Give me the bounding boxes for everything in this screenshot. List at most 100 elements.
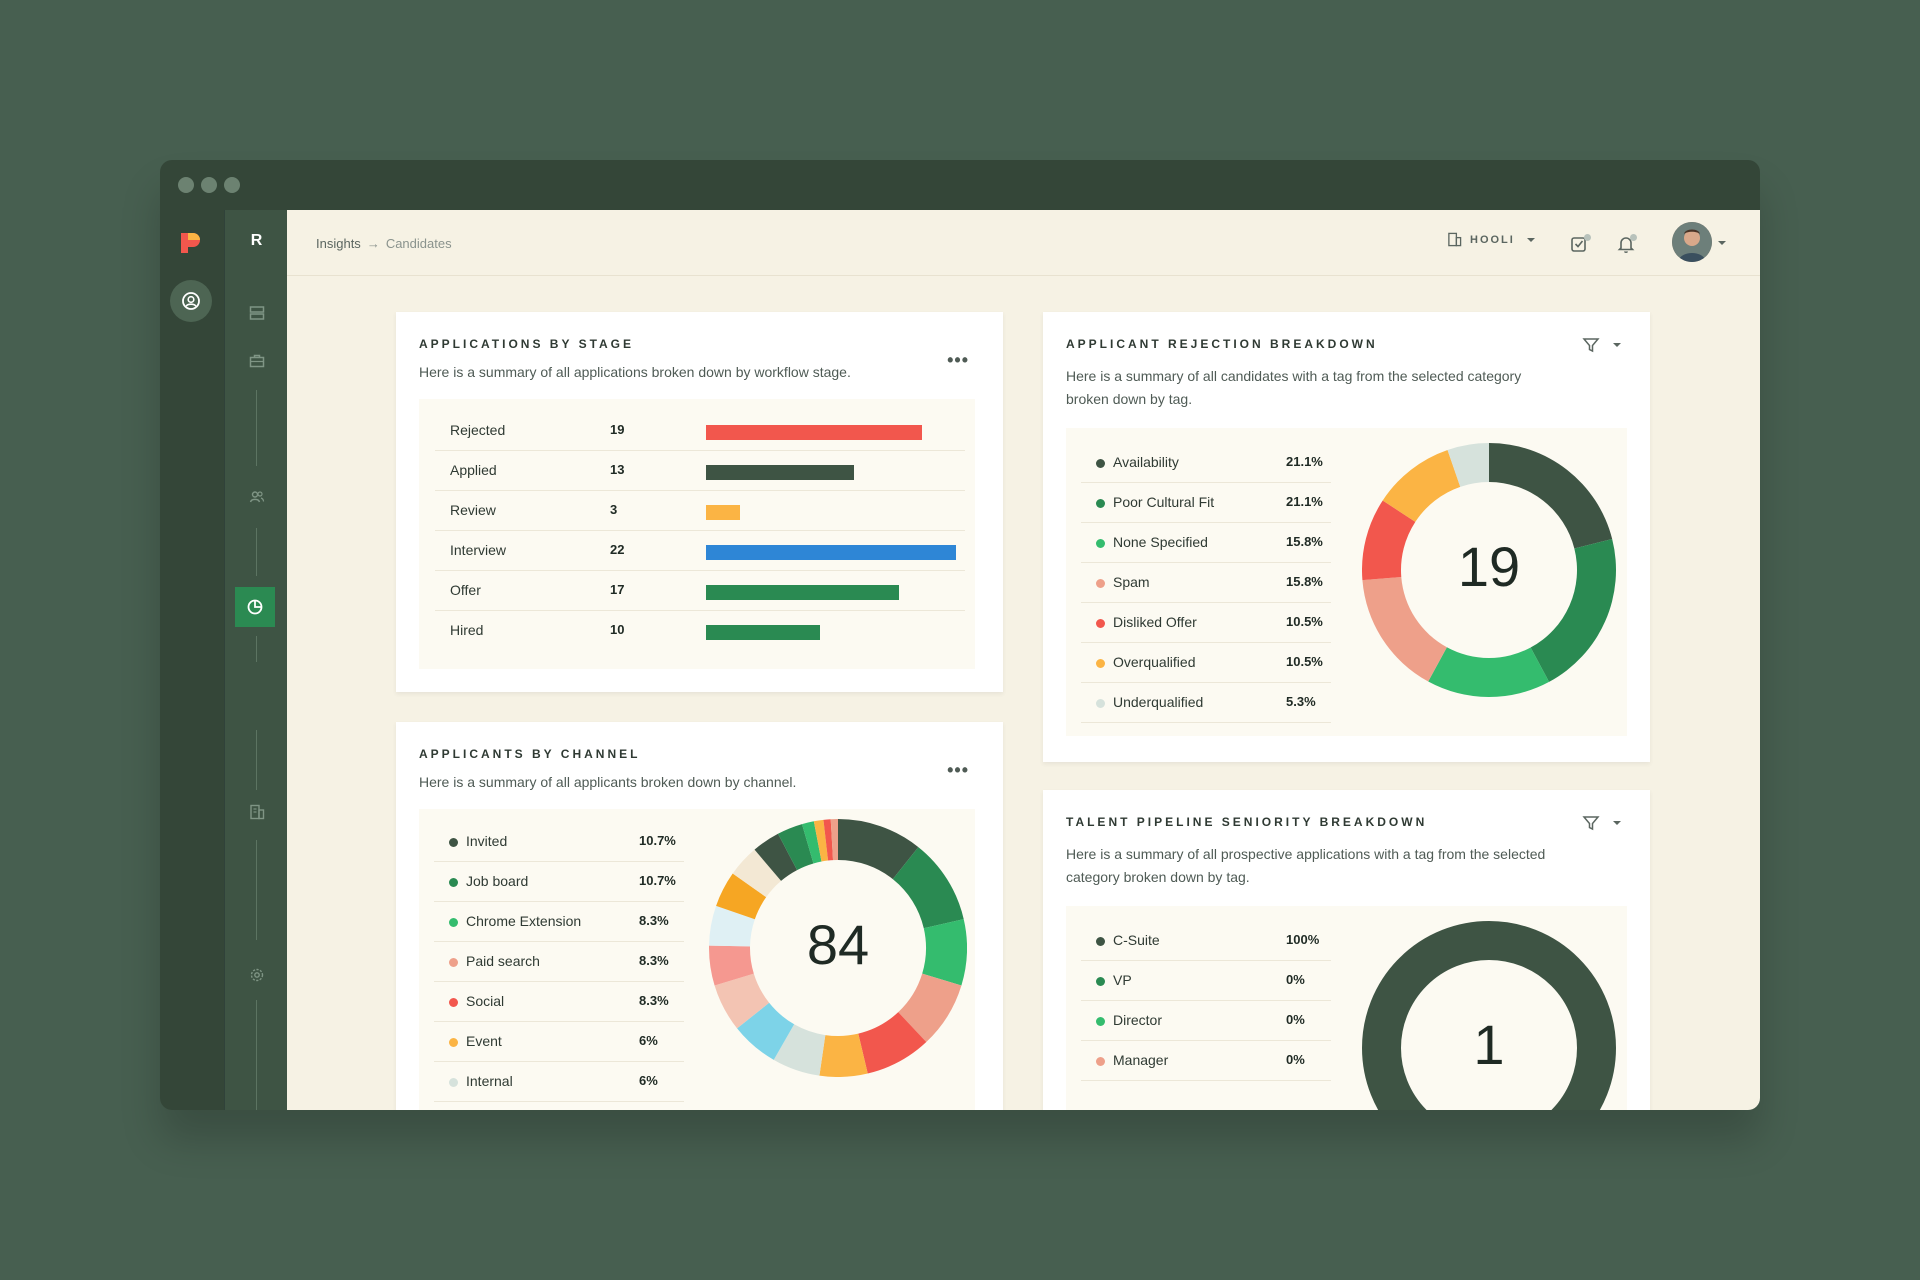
legend-item: Job board 10.7%	[434, 862, 684, 902]
tasks-button[interactable]	[1569, 233, 1591, 255]
nav-people-button[interactable]	[247, 487, 267, 507]
stage-value: 10	[610, 622, 625, 637]
legend-value: 21.1%	[1286, 494, 1323, 509]
card-subtitle: Here is a summary of all applications br…	[419, 364, 851, 380]
chevron-down-icon	[1526, 237, 1535, 242]
stage-chart-panel: Rejected 19 Applied 13 Review 3 Interview 22 Off…	[419, 399, 975, 669]
window-maximize-button[interactable]	[224, 177, 240, 193]
more-options-button[interactable]: •••	[947, 760, 969, 780]
legend-dot	[1096, 579, 1105, 588]
stage-row-rejected: Rejected 19	[435, 411, 965, 451]
bell-icon	[1617, 237, 1635, 253]
list-icon	[249, 306, 265, 320]
nav-settings-button[interactable]	[247, 965, 267, 985]
donut-segment	[737, 1002, 795, 1060]
legend-item: Manager 0%	[1081, 1041, 1331, 1081]
legend-value: 8.3%	[639, 993, 669, 1008]
donut-segment	[858, 1012, 927, 1074]
donut-segment	[709, 905, 755, 947]
channel-donut-chart	[709, 819, 967, 1077]
legend-label: Overqualified	[1113, 654, 1196, 670]
legend-value: 15.8%	[1286, 574, 1323, 589]
pie-chart-icon	[247, 599, 263, 615]
legend-value: 10.5%	[1286, 654, 1323, 669]
stage-bar	[706, 505, 740, 520]
channel-chart-panel: 84 Invited 10.7% Job board 10.7% Chrome Exte…	[419, 809, 975, 1110]
stage-row-review: Review 3	[435, 491, 965, 531]
legend-dot	[1096, 619, 1105, 628]
legend-dot	[449, 1078, 458, 1087]
more-options-button[interactable]: •••	[947, 350, 969, 370]
avatar[interactable]	[1672, 222, 1712, 262]
nav-divider	[256, 1000, 257, 1110]
nav-jobs-button[interactable]	[247, 351, 267, 371]
stage-value: 17	[610, 582, 625, 597]
legend-label: Event	[466, 1033, 502, 1049]
legend-dot	[449, 998, 458, 1007]
filter-icon	[1582, 338, 1600, 353]
workspace-letter[interactable]: R	[250, 232, 263, 249]
legend-dot	[1096, 699, 1105, 708]
window-minimize-button[interactable]	[201, 177, 217, 193]
nav-company-button[interactable]	[247, 802, 267, 822]
legend-dot	[449, 1038, 458, 1047]
nav-list-button[interactable]	[247, 303, 267, 323]
tasks-badge	[1584, 234, 1591, 241]
title-bar	[160, 160, 1760, 210]
rejection-donut-chart	[1362, 443, 1616, 697]
nav-divider	[256, 840, 257, 940]
donut-segment	[1362, 577, 1447, 682]
legend-value: 10.7%	[639, 833, 676, 848]
donut-segment	[823, 819, 834, 861]
donut-segment	[1447, 443, 1489, 487]
legend-dot	[1096, 539, 1105, 548]
card-subtitle: Here is a summary of all applicants brok…	[419, 774, 797, 790]
legend-item: Disliked Offer 10.5%	[1081, 603, 1331, 643]
card-title: TALENT PIPELINE SENIORITY BREAKDOWN	[1066, 815, 1428, 829]
chevron-down-icon[interactable]	[1613, 821, 1621, 825]
rail-candidates-button[interactable]	[170, 280, 212, 322]
applicants-by-channel-card: APPLICANTS BY CHANNEL Here is a summary …	[396, 722, 1003, 1110]
donut-segment	[1489, 443, 1613, 549]
stage-row-applied: Applied 13	[435, 451, 965, 491]
legend-label: Manager	[1113, 1052, 1169, 1068]
legend-item: Chrome Extension 8.3%	[434, 902, 684, 942]
building-icon	[250, 804, 265, 820]
app-logo-icon[interactable]	[178, 230, 204, 256]
stage-row-interview: Interview 22	[435, 531, 965, 571]
chevron-down-icon[interactable]	[1718, 241, 1726, 245]
legend-dot	[1096, 499, 1105, 508]
donut-segment	[898, 973, 962, 1043]
filter-button[interactable]	[1582, 336, 1600, 354]
legend-item: VP 0%	[1081, 961, 1331, 1001]
stage-label: Interview	[450, 542, 507, 558]
breadcrumb-separator: →	[366, 236, 380, 251]
legend-item: Availability 21.1%	[1081, 443, 1331, 483]
legend-item: None Specified 15.8%	[1081, 523, 1331, 563]
chevron-down-icon[interactable]	[1613, 343, 1621, 347]
stage-value: 3	[610, 502, 618, 517]
donut-segment	[1382, 449, 1461, 522]
checkbox-icon	[1571, 237, 1586, 252]
pipeline-chart-panel: 1 C-Suite 100% VP 0% Director 0% Manager 0%	[1066, 906, 1627, 1110]
legend-value: 0%	[1286, 1012, 1305, 1027]
notifications-button[interactable]	[1615, 233, 1637, 255]
legend-label: Poor Cultural Fit	[1113, 494, 1215, 510]
legend-label: Job board	[466, 873, 529, 889]
org-switcher[interactable]: HOOLI	[1447, 232, 1535, 247]
breadcrumb-insights-link[interactable]: Insights	[316, 236, 361, 251]
filter-button[interactable]	[1582, 814, 1600, 832]
card-subtitle: Here is a summary of all prospective app…	[1066, 843, 1545, 889]
card-title: APPLICANT REJECTION BREAKDOWN	[1066, 337, 1378, 351]
user-circle-icon	[182, 292, 200, 310]
legend-item: Internal 6%	[434, 1062, 684, 1102]
legend-value: 15.8%	[1286, 534, 1323, 549]
nav-insights-button[interactable]	[235, 587, 275, 627]
talent-pipeline-card: TALENT PIPELINE SENIORITY BREAKDOWN Here…	[1043, 790, 1650, 1110]
legend-label: Paid search	[466, 953, 540, 969]
channel-total: 84	[806, 913, 870, 976]
window-close-button[interactable]	[178, 177, 194, 193]
legend-item: Event 6%	[434, 1022, 684, 1062]
top-bar: Insights → Candidates HOOLI	[287, 210, 1760, 276]
stage-label: Hired	[450, 622, 484, 638]
